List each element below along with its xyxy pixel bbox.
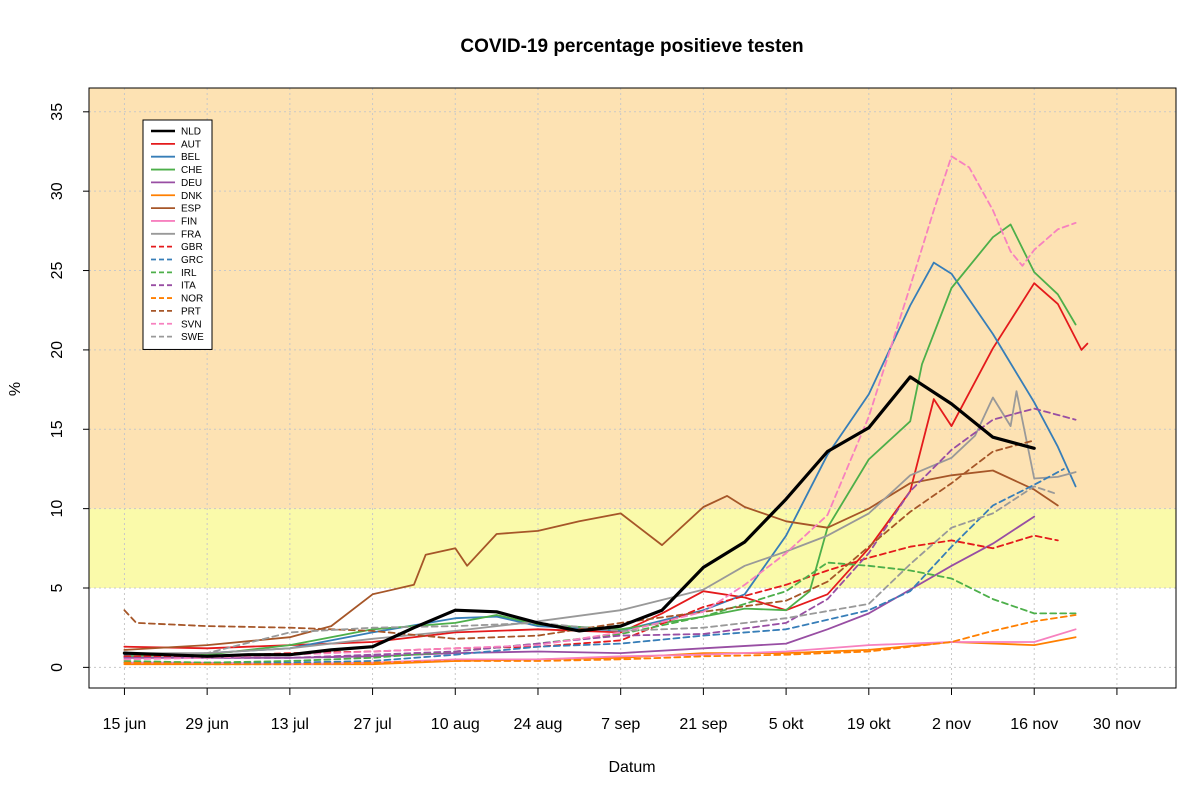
- y-axis-label: %: [7, 382, 24, 396]
- series-line-svn: [123, 155, 1077, 661]
- x-tick-label: 13 jul: [271, 716, 309, 733]
- legend-label-bel: BEL: [181, 152, 200, 163]
- legend-box: [142, 119, 213, 350]
- chart-title: COVID-19 percentage positieve testen: [460, 36, 803, 57]
- band-1: [89, 88, 1176, 509]
- legend-label-nor: NOR: [181, 294, 203, 305]
- x-tick-label: 5 okt: [769, 716, 804, 733]
- legend-label-aut: AUT: [181, 139, 201, 150]
- series-line-irl: [123, 561, 1077, 664]
- x-tick-label: 30 nov: [1093, 716, 1141, 733]
- plot-border: [88, 87, 1177, 689]
- series-line-nor: [123, 614, 1077, 666]
- legend-label-prt: PRT: [181, 306, 201, 317]
- legend-label-svn: SVN: [181, 319, 202, 330]
- x-tick-label: 27 jul: [353, 716, 391, 733]
- y-tick-label: 5: [49, 583, 66, 592]
- x-tick-label: 10 aug: [431, 716, 480, 733]
- x-tick-label: 19 okt: [847, 716, 891, 733]
- series-line-grc: [123, 468, 1065, 664]
- x-tick-label: 21 sep: [679, 716, 727, 733]
- series-line-swe: [123, 485, 1059, 656]
- y-tick-label: 20: [49, 341, 66, 359]
- legend-label-swe: SWE: [181, 332, 204, 343]
- band-0: [89, 508, 1176, 588]
- series-line-bel: [123, 261, 1077, 656]
- legend-label-nld: NLD: [181, 127, 201, 138]
- series-line-prt: [123, 439, 1036, 640]
- legend-label-che: CHE: [181, 165, 202, 176]
- x-tick-label: 2 nov: [932, 716, 971, 733]
- legend-label-fra: FRA: [181, 229, 201, 240]
- x-axis: 15 jun 29 jun 13 jul 27 jul 10 aug 24 aug 7 se…: [103, 688, 1141, 733]
- x-tick-label: 24 aug: [514, 716, 563, 733]
- y-tick-label: 30: [49, 182, 66, 200]
- x-tick-label: 15 jun: [103, 716, 147, 733]
- legend-label-gbr: GBR: [181, 242, 203, 253]
- legend-label-fin: FIN: [181, 216, 197, 227]
- series-line-gbr: [123, 534, 1059, 658]
- y-axis: 0 5 10 15 20 25 30 35: [49, 103, 89, 672]
- x-axis-label: Datum: [608, 759, 655, 776]
- series-line-ita: [123, 407, 1077, 659]
- y-tick-label: 15: [49, 420, 66, 438]
- series-line-nld: [122, 375, 1036, 658]
- legend-label-ita: ITA: [181, 281, 196, 292]
- y-tick-label: 35: [49, 103, 66, 121]
- series-line-fra: [123, 390, 1077, 654]
- gridlines: [89, 88, 1176, 688]
- x-tick-label: 16 nov: [1010, 716, 1058, 733]
- legend-label-esp: ESP: [181, 204, 201, 215]
- legend-label-dnk: DNK: [181, 191, 202, 202]
- legend-label-irl: IRL: [181, 268, 197, 279]
- series-lines: [122, 155, 1089, 666]
- x-tick-label: 7 sep: [601, 716, 640, 733]
- x-tick-label: 29 jun: [185, 716, 229, 733]
- threshold-bands: [89, 88, 1176, 588]
- series-line-esp: [123, 469, 1059, 651]
- y-tick-label: 25: [49, 262, 66, 280]
- y-tick-label: 10: [49, 500, 66, 518]
- legend-label-grc: GRC: [181, 255, 203, 266]
- y-tick-label: 0: [49, 663, 66, 672]
- legend-label-deu: DEU: [181, 178, 202, 189]
